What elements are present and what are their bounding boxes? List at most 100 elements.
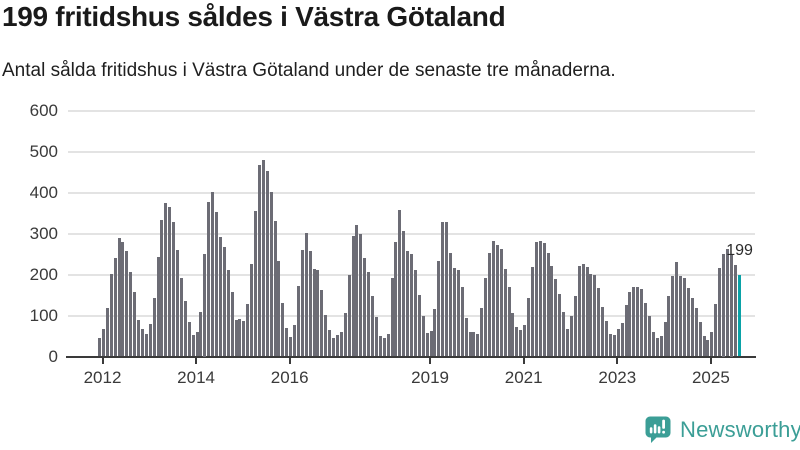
bar [281, 303, 285, 357]
bar [722, 254, 725, 357]
bar [367, 272, 371, 357]
bar [410, 253, 413, 357]
bar [542, 242, 546, 357]
bar [476, 334, 480, 357]
y-axis-tick-label: 500 [29, 142, 58, 161]
bar [425, 333, 429, 357]
bar [105, 308, 109, 357]
bar [714, 304, 718, 357]
bar [464, 318, 468, 357]
x-axis-tick [288, 358, 291, 364]
bar [589, 274, 593, 357]
bar [503, 268, 507, 357]
bar [316, 269, 320, 357]
bar [261, 160, 265, 357]
bar [211, 192, 215, 357]
bar [273, 221, 277, 357]
y-axis-tick-label: 400 [29, 182, 58, 202]
bar [113, 257, 117, 357]
bar [702, 336, 706, 357]
bar [491, 240, 495, 357]
bar [632, 287, 636, 357]
bar [550, 265, 554, 357]
bar [624, 304, 628, 357]
bar [472, 331, 476, 357]
bar [480, 308, 484, 357]
bar [343, 313, 347, 357]
bar [265, 171, 269, 357]
bar [421, 315, 425, 357]
bar [484, 277, 488, 357]
bar [160, 220, 164, 357]
bar [655, 338, 659, 357]
x-axis-tick-label: 2016 [270, 367, 309, 387]
bar [254, 211, 257, 357]
bar [640, 289, 644, 357]
bar [183, 300, 187, 357]
bar [460, 287, 464, 357]
bar [577, 266, 581, 357]
bar [499, 248, 503, 357]
bar [386, 334, 390, 357]
bar [515, 327, 519, 357]
bar [558, 294, 562, 357]
y-axis-tick-label: 300 [29, 223, 58, 243]
bar [671, 275, 675, 357]
bar [359, 233, 363, 357]
x-axis-line [66, 355, 756, 358]
bar [628, 291, 632, 357]
bar [675, 261, 679, 357]
bar [144, 334, 148, 357]
bar [620, 322, 624, 357]
bar [534, 241, 538, 357]
bar [562, 311, 566, 357]
bar [433, 308, 437, 357]
bar [199, 311, 203, 357]
bar [296, 285, 300, 357]
bar [230, 292, 234, 357]
bar [581, 264, 585, 357]
gridline [68, 232, 755, 235]
bar [332, 338, 335, 357]
bar [429, 330, 433, 357]
bar [651, 331, 655, 357]
bar [523, 325, 527, 357]
bar [140, 329, 144, 357]
bar [449, 253, 452, 357]
y-axis-tick-label: 0 [48, 346, 58, 366]
bar [468, 331, 472, 357]
bar [203, 254, 207, 357]
bar [242, 320, 246, 357]
x-axis-tick-label: 2021 [504, 367, 543, 387]
gridline [68, 191, 755, 194]
bar [347, 274, 351, 357]
x-axis-tick [195, 358, 198, 364]
bar [495, 244, 499, 357]
bar [109, 274, 113, 357]
x-axis-tick-label: 2023 [598, 367, 637, 387]
bar [659, 335, 663, 357]
bar [304, 232, 308, 357]
bar [179, 278, 183, 357]
bar [573, 295, 577, 357]
bar [148, 324, 152, 357]
bar [612, 334, 616, 357]
bar [686, 287, 690, 357]
bar [488, 253, 491, 357]
bar [335, 335, 339, 357]
bar [250, 264, 254, 357]
bar [538, 240, 542, 357]
gridline [68, 151, 755, 153]
bar [437, 260, 441, 357]
y-axis-tick-label: 600 [29, 101, 58, 121]
bar [312, 268, 316, 357]
bar [164, 202, 168, 357]
bar [566, 328, 569, 357]
page-title: 199 fritidshus såldes i Västra Götaland [2, 1, 506, 32]
bar [733, 264, 737, 357]
bar [398, 210, 402, 357]
bar [378, 336, 382, 357]
bar [601, 306, 605, 357]
bar-chart-speech-bubble-icon [645, 416, 671, 443]
